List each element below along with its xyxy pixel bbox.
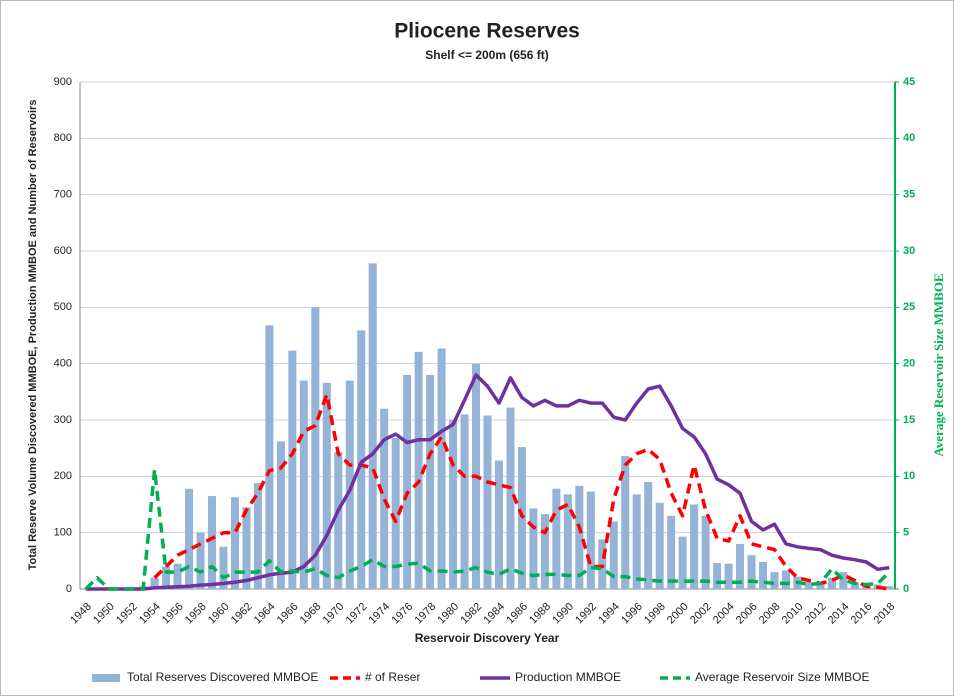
y2-tick-label: 35 — [903, 189, 915, 201]
bar — [678, 536, 687, 589]
bar — [713, 563, 722, 589]
bar — [598, 539, 607, 589]
bar — [724, 563, 733, 589]
x-axis-label: Reservoir Discovery Year — [415, 631, 560, 645]
bar — [391, 438, 400, 589]
y-tick-label: 200 — [54, 470, 72, 482]
bar — [609, 521, 618, 589]
bar — [207, 496, 217, 589]
bar — [506, 407, 515, 589]
y2-axis-label: Average Reservoir Size MMBOE — [931, 273, 946, 456]
bar — [299, 380, 308, 589]
bar — [701, 515, 710, 589]
bar — [747, 555, 756, 589]
bar — [552, 488, 561, 589]
bar — [850, 582, 859, 589]
bar — [368, 263, 377, 589]
y-tick-label: 300 — [54, 414, 72, 426]
bar — [827, 577, 836, 589]
bar — [839, 572, 848, 589]
bar — [655, 502, 664, 589]
bar — [380, 408, 389, 589]
bar — [736, 543, 745, 589]
bar — [621, 456, 630, 589]
legend-label: Production MMBOE — [515, 670, 621, 684]
line-series — [84, 467, 891, 591]
bar — [494, 460, 503, 589]
chart-subtitle: Shelf <= 200m (656 ft) — [425, 48, 548, 62]
bar — [586, 491, 595, 589]
bar — [242, 507, 251, 589]
bar — [185, 488, 194, 589]
y-tick-label: 0 — [66, 583, 72, 595]
bar — [357, 330, 366, 589]
legend-swatch — [92, 674, 120, 682]
bar — [781, 570, 790, 589]
y-tick-label: 900 — [54, 76, 72, 88]
y2-tick-label: 40 — [903, 132, 915, 144]
legend-label: # of Reser — [365, 670, 420, 684]
bar — [667, 515, 676, 589]
bar — [816, 583, 825, 589]
bar — [265, 325, 274, 589]
y-tick-label: 500 — [54, 301, 72, 313]
bar — [414, 351, 423, 589]
bar — [150, 577, 159, 589]
y-tick-label: 400 — [54, 358, 72, 370]
bar — [690, 504, 699, 589]
bar — [162, 566, 171, 589]
bar — [288, 350, 297, 589]
bar — [529, 508, 538, 589]
bar — [276, 441, 285, 589]
legend-label: Total Reserves Discovered MMBOE — [127, 670, 318, 684]
bar — [334, 452, 343, 589]
y-tick-label: 700 — [54, 189, 72, 201]
bar — [563, 494, 572, 589]
bar — [770, 572, 779, 589]
y2-tick-label: 15 — [903, 414, 915, 426]
bar — [196, 532, 205, 589]
y2-tick-label: 25 — [903, 301, 915, 313]
bar — [804, 582, 813, 589]
bar — [632, 494, 641, 589]
legend-label: Average Reservoir Size MMBOE — [695, 670, 870, 684]
bar — [575, 485, 584, 589]
line-series — [85, 373, 890, 591]
bar — [758, 561, 768, 589]
bar — [885, 586, 894, 589]
y-axis-label: Total Reserve Volume Discovered MMBOE, P… — [27, 100, 39, 571]
bar — [449, 420, 458, 589]
bar — [311, 307, 320, 589]
bar — [483, 415, 492, 589]
y2-tick-label: 45 — [903, 76, 915, 88]
y2-tick-label: 10 — [903, 470, 915, 482]
bar — [219, 546, 228, 589]
bar — [173, 563, 182, 589]
y2-tick-label: 0 — [903, 583, 909, 595]
y-tick-label: 600 — [54, 245, 72, 257]
bar — [644, 481, 653, 589]
y2-tick-label: 20 — [903, 358, 915, 370]
y-tick-label: 100 — [54, 527, 72, 539]
bar — [403, 374, 412, 589]
y2-tick-label: 30 — [903, 245, 915, 257]
line-series — [153, 392, 890, 591]
bar — [345, 380, 354, 589]
bar — [253, 483, 262, 589]
y2-tick-label: 5 — [903, 527, 909, 539]
bar — [426, 374, 435, 589]
bar — [230, 497, 239, 589]
y-tick-label: 800 — [54, 132, 72, 144]
bar — [437, 348, 446, 589]
bar — [322, 382, 331, 589]
bar — [540, 514, 549, 589]
chart-title: Pliocene Reserves — [394, 20, 580, 43]
bar — [460, 414, 469, 589]
